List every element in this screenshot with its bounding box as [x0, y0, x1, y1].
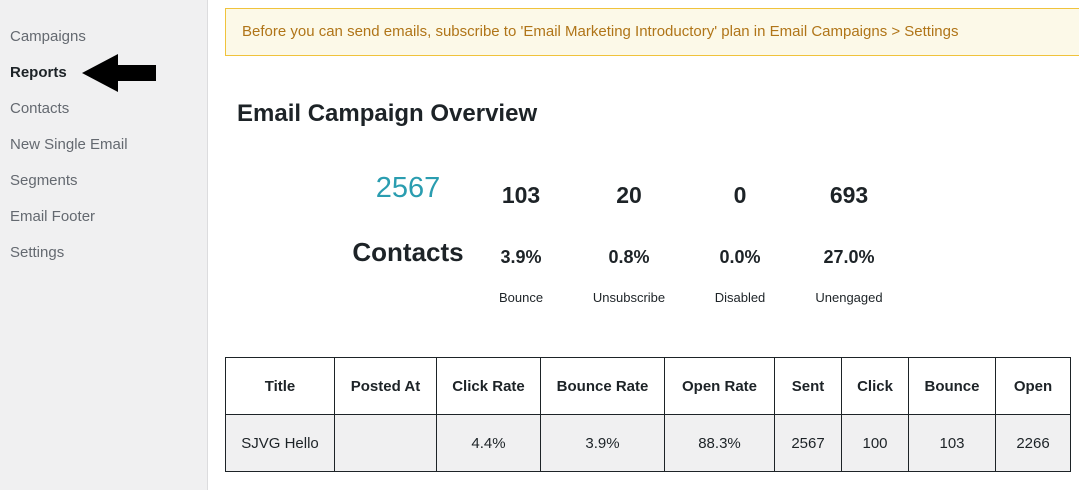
sidebar-item-new-single-email[interactable]: New Single Email	[10, 136, 128, 153]
contacts-count: 2567	[375, 172, 441, 204]
cell-title[interactable]: SJVG Hello	[225, 414, 335, 472]
table-header-row: Title Posted At Click Rate Bounce Rate O…	[225, 357, 1071, 415]
stat-percent: 3.9%	[500, 247, 542, 267]
stat-number: 103	[501, 182, 541, 208]
sidebar-item-contacts[interactable]: Contacts	[10, 100, 70, 117]
pointer-arrow-icon	[82, 54, 156, 92]
stat-number: 20	[616, 182, 642, 208]
column-header-sent[interactable]: Sent	[774, 357, 842, 415]
sidebar-item-settings[interactable]: Settings	[10, 244, 65, 261]
column-header-open-rate[interactable]: Open Rate	[664, 357, 775, 415]
stat-label: Unsubscribe	[592, 290, 666, 305]
column-header-bounce-rate[interactable]: Bounce Rate	[540, 357, 665, 415]
column-header-open[interactable]: Open	[995, 357, 1071, 415]
column-header-click[interactable]: Click	[841, 357, 909, 415]
table-row[interactable]: SJVG Hello 4.4% 3.9% 88.3% 2567 100 103 …	[225, 414, 1071, 472]
stat-number: 693	[829, 182, 869, 208]
cell-open-rate: 88.3%	[664, 414, 775, 472]
column-header-title[interactable]: Title	[225, 357, 335, 415]
page-title: Email Campaign Overview	[237, 100, 538, 127]
contacts-label: Contacts	[352, 237, 464, 267]
cell-open: 2266	[995, 414, 1071, 472]
column-header-posted-at[interactable]: Posted At	[334, 357, 437, 415]
cell-click: 100	[841, 414, 909, 472]
stat-number: 0	[733, 182, 747, 208]
sidebar-item-campaigns[interactable]: Campaigns	[10, 28, 86, 45]
plan-notice: Before you can send emails, subscribe to…	[225, 8, 1079, 56]
stat-percent: 0.0%	[719, 247, 761, 267]
sidebar-item-email-footer[interactable]: Email Footer	[10, 208, 96, 225]
cell-click-rate: 4.4%	[436, 414, 541, 472]
stat-percent: 0.8%	[608, 247, 650, 267]
campaigns-table: Title Posted At Click Rate Bounce Rate O…	[225, 357, 1071, 472]
sidebar-item-segments[interactable]: Segments	[10, 172, 78, 189]
stat-label: Disabled	[714, 290, 766, 305]
stat-percent: 27.0%	[823, 247, 875, 267]
sidebar-item-reports[interactable]: Reports	[10, 64, 67, 81]
cell-bounce: 103	[908, 414, 996, 472]
cell-sent: 2567	[774, 414, 842, 472]
column-header-click-rate[interactable]: Click Rate	[436, 357, 541, 415]
cell-posted-at	[334, 414, 437, 472]
stat-label: Bounce	[498, 290, 544, 305]
cell-bounce-rate: 3.9%	[540, 414, 665, 472]
stat-label: Unengaged	[815, 290, 883, 305]
column-header-bounce[interactable]: Bounce	[908, 357, 996, 415]
